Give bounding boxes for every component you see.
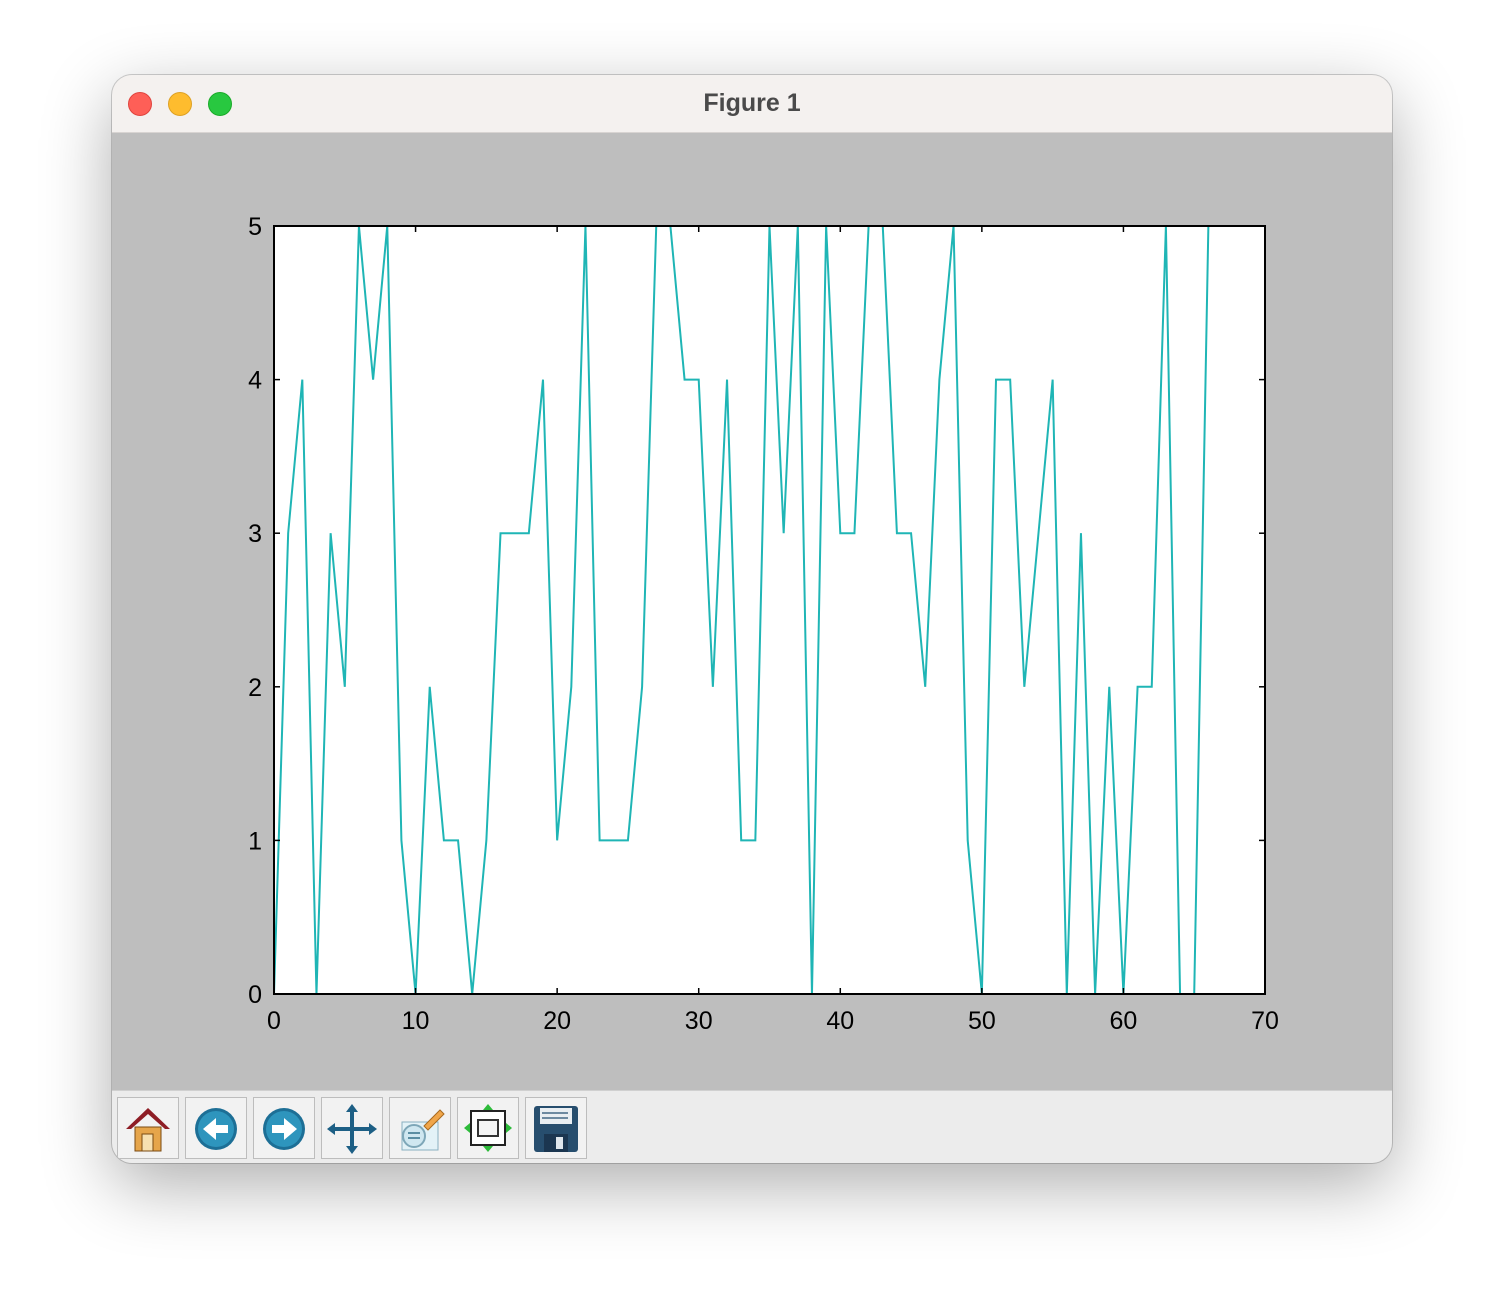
x-tick-label: 70 (1251, 1007, 1279, 1035)
x-tick-label: 30 (685, 1007, 713, 1035)
move-icon (327, 1104, 377, 1154)
plot-frame (273, 225, 1266, 995)
y-tick-label: 3 (248, 520, 262, 548)
zoom-button[interactable] (389, 1097, 451, 1159)
subplots-button[interactable] (457, 1097, 519, 1159)
series-line-0 (274, 226, 1210, 994)
minimize-button[interactable] (168, 92, 192, 116)
navigation-toolbar (112, 1090, 1392, 1163)
forward-button[interactable] (253, 1097, 315, 1159)
plot-area (274, 226, 1265, 994)
x-tick-label: 60 (1110, 1007, 1138, 1035)
back-arrow-icon (195, 1108, 237, 1150)
window-title: Figure 1 (703, 89, 801, 117)
back-button[interactable] (185, 1097, 247, 1159)
y-tick-label: 4 (248, 367, 262, 395)
figure-canvas[interactable]: 0 10 20 30 40 50 60 70 0 1 2 3 4 5 (112, 133, 1392, 1090)
x-tick-label: 0 (267, 1007, 281, 1035)
y-tick-label: 5 (248, 213, 262, 241)
x-tick-label: 40 (826, 1007, 854, 1035)
pan-button[interactable] (321, 1097, 383, 1159)
y-tick-label: 1 (248, 827, 262, 855)
title-bar[interactable]: Figure 1 (112, 75, 1392, 133)
subplots-icon (464, 1104, 512, 1152)
zoom-window-button[interactable] (208, 92, 232, 116)
zoom-rect-icon (401, 1109, 445, 1151)
x-tick-label: 20 (543, 1007, 571, 1035)
close-button[interactable] (128, 92, 152, 116)
y-tick-label: 0 (248, 981, 262, 1009)
home-icon (126, 1108, 170, 1152)
save-button[interactable] (525, 1097, 587, 1159)
forward-arrow-icon (263, 1108, 305, 1150)
y-tick-label: 2 (248, 674, 262, 702)
floppy-disk-icon (534, 1106, 578, 1152)
figure-window: Figure 1 0 10 20 30 40 50 60 70 0 1 2 3 4 5 (112, 75, 1392, 1163)
line-chart[interactable]: 0 10 20 30 40 50 60 70 0 1 2 3 4 5 (112, 133, 1392, 1090)
x-tick-label: 50 (968, 1007, 996, 1035)
x-tick-label: 10 (402, 1007, 430, 1035)
home-button[interactable] (117, 1097, 179, 1159)
